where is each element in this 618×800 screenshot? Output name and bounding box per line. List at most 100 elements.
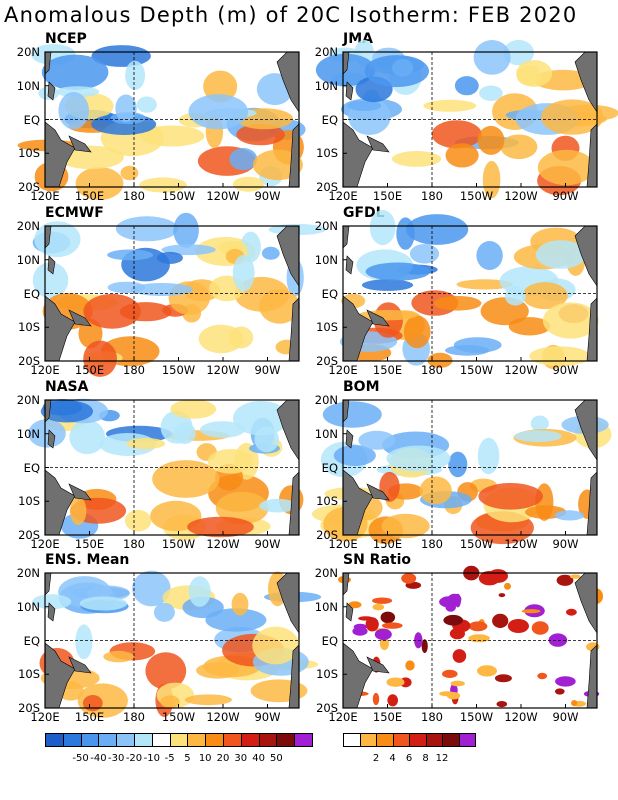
colorbar-swatch <box>393 734 410 746</box>
lat-label: 10S <box>18 494 40 509</box>
map-panel-bom: BOM 20N 10N EQ 10S 20S 120E 150E 180 150W 120W 90W <box>298 379 612 551</box>
colorbar-swatch <box>343 734 361 746</box>
panel-title: ECMWF <box>45 205 104 221</box>
lon-label: 180 <box>421 710 443 724</box>
colorbar-label: -10 <box>143 753 160 764</box>
colorbar-label: 2 <box>372 753 380 764</box>
map-plot <box>28 398 304 541</box>
colorbar-label: -40 <box>90 753 107 764</box>
map-panel-gfdl: GFDL 20N 10N EQ 10S 20S 120E 150E 180 150W 120W 90W <box>298 205 599 377</box>
lon-label: 150W <box>161 537 196 551</box>
lon-label: 120W <box>206 710 240 724</box>
lat-label: EQ <box>321 633 338 648</box>
colorbar-swatch <box>295 734 313 746</box>
anomaly-colorbar <box>45 733 313 747</box>
lat-label: EQ <box>321 286 338 301</box>
panel-title: SN Ratio <box>343 552 412 568</box>
map-frame <box>44 51 300 188</box>
lon-label: 150W <box>459 537 494 551</box>
map-plot <box>311 399 612 545</box>
lon-label: 90W <box>552 710 579 724</box>
lon-label: 180 <box>123 189 145 203</box>
lon-label: 150E <box>372 189 403 203</box>
lon-label: 120W <box>206 189 240 203</box>
panel-title: NCEP <box>45 31 87 47</box>
colorbar-swatch <box>410 734 427 746</box>
anomaly-field <box>17 44 306 200</box>
lon-label: 90W <box>552 189 579 203</box>
colorbar-label: 50 <box>270 753 283 764</box>
lon-label: 120E <box>328 363 358 377</box>
map-plot <box>32 212 326 377</box>
colorbar-swatch <box>99 734 118 746</box>
map-frame <box>342 51 598 188</box>
colorbar-swatch <box>443 734 460 746</box>
colorbar-label: 40 <box>252 753 265 764</box>
land-mask <box>342 572 598 709</box>
sn-ratio-field <box>338 565 603 708</box>
colorbar-swatch <box>45 734 64 746</box>
lat-label: 10N <box>16 252 40 267</box>
lat-label: 20N <box>16 566 40 580</box>
lon-label: 120E <box>30 189 60 203</box>
map-frame <box>44 225 300 362</box>
lon-label: 180 <box>123 537 145 551</box>
land-mask <box>44 51 300 188</box>
lat-label: EQ <box>321 112 338 127</box>
colorbar-label: -5 <box>164 753 175 764</box>
lon-label: 90W <box>552 363 579 377</box>
map-panel-ncep: NCEP 20N 10N EQ 10S 20S 120E 150E 180 150W 120W 90W <box>0 31 306 203</box>
lon-label: 90W <box>254 710 281 724</box>
lon-label: 120W <box>206 363 240 377</box>
colorbar-swatch <box>259 734 278 746</box>
lat-label: 10S <box>316 146 338 161</box>
colorbar-swatch <box>241 734 260 746</box>
lat-label: 10S <box>316 494 338 509</box>
lon-label: 120E <box>30 537 60 551</box>
lon-label: 120W <box>504 710 538 724</box>
land-mask <box>342 399 598 536</box>
lon-label: 150W <box>459 710 494 724</box>
lon-label: 150E <box>372 537 403 551</box>
colorbar-label: 30 <box>234 753 248 764</box>
lat-label: 20S <box>316 701 338 715</box>
lon-label: 120W <box>504 363 538 377</box>
colorbar-label: 12 <box>435 753 449 764</box>
anomaly-field <box>311 401 612 545</box>
map-plot <box>17 44 306 200</box>
lon-label: 180 <box>421 537 443 551</box>
colorbar-label: -30 <box>108 753 125 764</box>
anomaly-field <box>28 398 304 541</box>
lat-label: 10N <box>314 252 338 267</box>
lat-label: 10N <box>16 78 40 93</box>
lat-label: 20N <box>314 566 338 580</box>
lat-label: EQ <box>321 460 338 475</box>
lon-label: 180 <box>123 710 145 724</box>
lat-label: 20N <box>314 219 338 233</box>
lon-label: 150W <box>161 363 196 377</box>
lon-label: 120E <box>328 189 358 203</box>
lat-label: 20S <box>316 354 338 368</box>
colorbar-label: 5 <box>184 753 191 764</box>
lat-label: 20S <box>316 528 338 542</box>
colorbar-swatch <box>117 734 135 746</box>
lon-label: 120E <box>30 363 60 377</box>
lon-label: 150E <box>74 710 105 724</box>
lat-label: EQ <box>23 286 40 301</box>
map-frame <box>342 225 598 362</box>
anomaly-field <box>315 39 618 199</box>
land-mask <box>342 225 598 362</box>
lat-label: EQ <box>23 460 40 475</box>
colorbar-label: 6 <box>405 753 413 764</box>
lat-label: 20S <box>316 180 338 194</box>
lon-label: 180 <box>421 363 443 377</box>
lat-label: 20S <box>18 354 40 368</box>
colorbar-swatch <box>134 734 153 746</box>
map-plot <box>339 209 599 370</box>
land-mask <box>342 51 598 188</box>
lon-label: 120W <box>504 537 538 551</box>
lon-label: 150W <box>459 363 494 377</box>
colorbar-swatch <box>188 734 207 746</box>
colorbar-label: -20 <box>125 753 143 764</box>
colorbar-swatch <box>459 734 476 746</box>
